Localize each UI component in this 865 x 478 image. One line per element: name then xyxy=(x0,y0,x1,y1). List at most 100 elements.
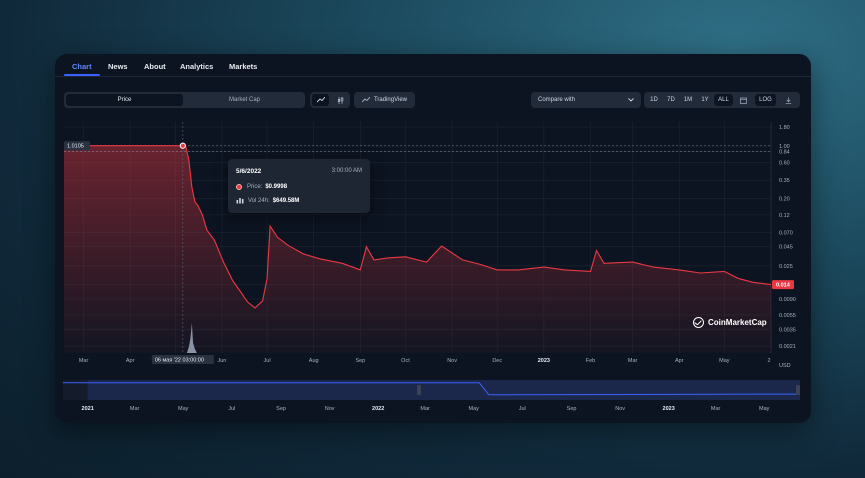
navigator-handle-left[interactable] xyxy=(417,385,421,395)
navigator-tick-label: 2021 xyxy=(82,406,94,412)
navigator-tick-label: May xyxy=(468,406,479,412)
coinmarketcap-watermark: CoinMarketCap xyxy=(693,317,767,328)
current-price-label: 0.014 xyxy=(776,283,791,289)
tooltip-date: 5/6/2022 xyxy=(236,168,262,175)
x-tick-label: Aug xyxy=(309,358,319,364)
range-navigator[interactable]: 2021 Mar May Jul Sep Nov 2022 Mar May Jul Sep Nov 20… xyxy=(63,380,801,412)
x-tick-label: Sep xyxy=(355,358,365,364)
y-tick-label: 0.0035 xyxy=(779,328,796,334)
candlestick-icon xyxy=(337,96,343,104)
range-1m-button[interactable]: 1M xyxy=(683,97,693,103)
price-toggle-button[interactable]: Price xyxy=(66,94,183,106)
price-chart: 1.80 1.000.84 0.60 0.35 0.20 0.12 0.070 0.045 0.… xyxy=(63,122,801,412)
navigator-line xyxy=(63,382,801,396)
navigator-tick-label: Nov xyxy=(615,406,625,412)
price-area xyxy=(64,145,771,353)
range-1y-button[interactable]: 1Y xyxy=(701,97,709,103)
tooltip-time: 3:00:00 AM xyxy=(331,168,362,174)
y-tick-label: 0.12 xyxy=(779,213,790,219)
navigator-window[interactable] xyxy=(87,380,800,400)
range-all-button[interactable]: ALL xyxy=(714,94,733,106)
x-tick-label: Nov xyxy=(447,358,457,364)
tab-bar: Chart News About Analytics Markets xyxy=(55,54,811,77)
tooltip-volume-value: $649.58M xyxy=(272,197,300,204)
y-tick-label: 0.0021 xyxy=(779,344,796,350)
line-chart-button[interactable] xyxy=(312,94,329,106)
x-tick-label: 2023 xyxy=(538,358,550,364)
x-tick-label: Feb xyxy=(586,358,595,364)
tooltip-volume-label: Vol 24h: xyxy=(248,197,270,204)
tab-about[interactable]: About xyxy=(144,62,166,71)
current-price-tag xyxy=(772,280,794,290)
chevron-down-icon xyxy=(628,98,634,102)
range-1d-button[interactable]: 1D xyxy=(650,97,658,103)
calendar-icon xyxy=(739,97,747,104)
y-tick-label: 0.014 xyxy=(779,283,793,289)
x-tick-label: Jun xyxy=(218,358,227,364)
y-tick-label: 0.84 xyxy=(779,150,790,156)
x-tick-label: Jul xyxy=(264,358,271,364)
y-tick-label: 0.20 xyxy=(779,196,790,202)
navigator-tick-label: May xyxy=(178,406,189,412)
navigator-tick-label: Nov xyxy=(325,406,335,412)
market-cap-toggle-button[interactable]: Market Cap xyxy=(228,97,260,103)
navigator-tick-label: Sep xyxy=(276,406,286,412)
tooltip-price-value: $0.9998 xyxy=(265,184,288,190)
download-button[interactable] xyxy=(781,94,795,106)
y-tick-label: 0.60 xyxy=(779,161,790,167)
navigator-tick-label: Jul xyxy=(228,406,235,412)
tooltip-price-row: Price: $0.9998 xyxy=(236,184,287,190)
line-chart-icon xyxy=(316,97,325,103)
navigator-track xyxy=(63,380,800,400)
log-scale-button[interactable]: LOG xyxy=(755,94,776,106)
range-7d-button[interactable]: 7D xyxy=(667,97,675,103)
y-tick-label: 0.0090 xyxy=(779,297,796,303)
navigator-tick-label: 2023 xyxy=(663,406,675,412)
tab-chart[interactable]: Chart xyxy=(72,62,92,71)
x-tick-label: May xyxy=(170,358,181,364)
y-tick-label: 0.35 xyxy=(779,178,790,184)
y-tick-label: 1.80 xyxy=(779,125,790,131)
y-tick-label: 0.070 xyxy=(779,230,793,236)
navigator-tick-label: Jul xyxy=(519,406,526,412)
calendar-button[interactable] xyxy=(736,94,750,106)
x-tick-label: May xyxy=(719,358,730,364)
compare-with-label: Compare with xyxy=(538,97,576,103)
navigator-tick-label: Mar xyxy=(130,406,140,412)
hover-point xyxy=(179,142,186,149)
crosshair-x-label: 06 мая '22 03:00:00 xyxy=(155,358,204,364)
candlestick-button[interactable] xyxy=(332,94,348,106)
tradingview-label: TradingView xyxy=(373,97,408,103)
tab-analytics[interactable]: Analytics xyxy=(180,62,214,71)
navigator-tick-label: Sep xyxy=(567,406,577,412)
x-tick-label: Mar xyxy=(79,358,89,364)
coinmarketcap-logo-icon xyxy=(693,317,704,328)
brand-label: CoinMarketCap xyxy=(708,318,767,327)
navigator-handle-right[interactable] xyxy=(796,385,800,395)
time-range-group: 1D 7D 1M 1Y ALL LOG xyxy=(644,92,800,108)
tab-markets[interactable]: Markets xyxy=(229,62,258,71)
y-tick-label: 0.045 xyxy=(779,245,793,251)
x-tick-label: 2 xyxy=(767,358,770,364)
x-tick-label: Oct xyxy=(401,358,410,364)
chart-card: Chart News About Analytics Markets Price… xyxy=(55,54,811,423)
x-tick-label: Apr xyxy=(675,358,684,364)
download-icon xyxy=(785,97,791,104)
crosshair-y-label-bg xyxy=(64,141,90,151)
navigator-tick-label: Mar xyxy=(711,406,721,412)
compare-with-select[interactable]: Compare with xyxy=(531,92,641,108)
y-tick-label: 0.025 xyxy=(779,264,793,270)
y-axis-unit: USD xyxy=(779,363,791,369)
navigator-tick-label: 2022 xyxy=(372,406,384,412)
tradingview-button[interactable]: TradingView xyxy=(354,92,415,108)
x-tick-label: Apr xyxy=(126,358,135,364)
price-dot-icon xyxy=(236,184,242,190)
crosshair-y-label: 1.0105 xyxy=(67,144,84,150)
x-tick-label: Dec xyxy=(492,358,502,364)
y-tick-label: 0.0055 xyxy=(779,313,796,319)
volume-icon xyxy=(236,198,244,204)
tab-news[interactable]: News xyxy=(108,62,128,71)
volume-spike xyxy=(186,323,197,353)
navigator-tick-label: Mar xyxy=(420,406,430,412)
navigator-tick-label: May xyxy=(759,406,770,412)
